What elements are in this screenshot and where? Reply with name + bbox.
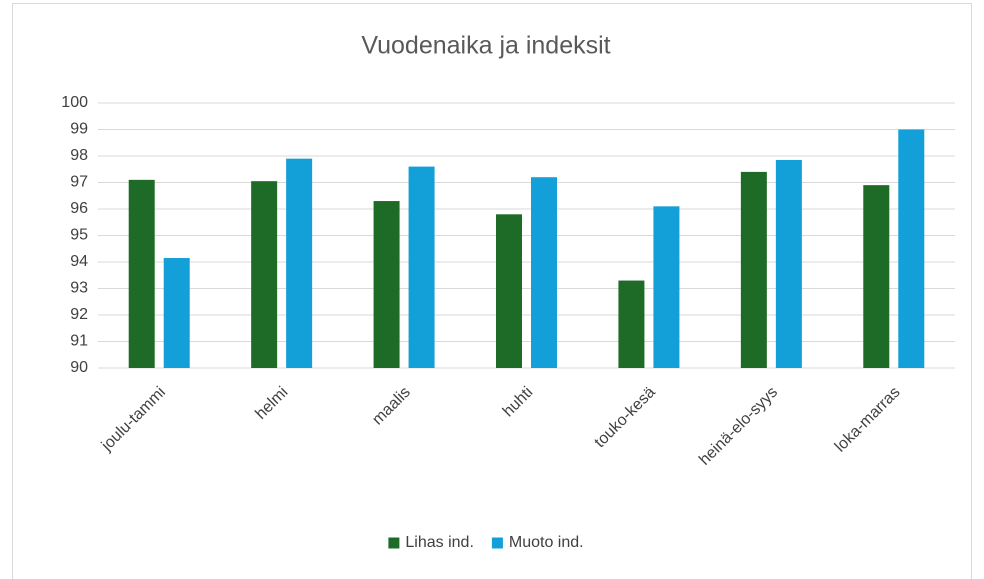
chart-border <box>12 3 972 579</box>
bar <box>163 258 190 368</box>
chart-title: Vuodenaika ja indeksit <box>361 32 610 60</box>
bar <box>286 158 313 368</box>
y-tick-label: 98 <box>70 147 88 164</box>
bar <box>740 171 767 368</box>
bar <box>408 166 435 368</box>
legend-swatch <box>388 537 400 549</box>
legend-swatch <box>491 537 503 549</box>
y-tick-label: 95 <box>70 227 88 244</box>
legend-label: Muoto ind. <box>509 534 584 551</box>
bar <box>898 129 925 368</box>
bar <box>531 177 557 368</box>
y-tick-label: 97 <box>70 174 88 191</box>
y-tick-label: 100 <box>61 94 88 111</box>
y-tick-label: 99 <box>70 121 88 138</box>
y-tick-label: 96 <box>70 200 88 217</box>
y-tick-label: 94 <box>70 253 88 270</box>
y-tick-label: 91 <box>70 333 88 350</box>
bar <box>653 206 680 368</box>
y-tick-label: 90 <box>70 359 88 376</box>
bar <box>251 181 278 368</box>
bar <box>775 159 802 368</box>
bar <box>373 201 400 368</box>
bar <box>618 280 645 368</box>
bar <box>496 214 522 368</box>
bar <box>128 179 155 368</box>
legend-label: Lihas ind. <box>405 534 474 551</box>
bar <box>863 185 890 368</box>
y-tick-label: 93 <box>70 280 88 297</box>
y-tick-label: 92 <box>70 306 88 323</box>
